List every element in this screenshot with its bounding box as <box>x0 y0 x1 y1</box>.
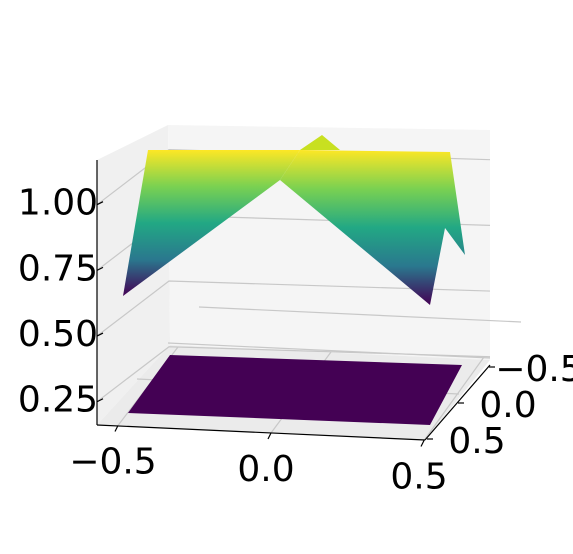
surface-peak <box>300 135 340 150</box>
y-tick-label: −0.5 <box>495 349 573 390</box>
z-tick <box>96 332 104 337</box>
y-axis <box>424 364 491 441</box>
x-tick-label: 0.0 <box>237 449 294 490</box>
z-tick-label: 1.00 <box>18 183 98 224</box>
grid-line <box>167 342 491 359</box>
z-tick <box>96 201 104 206</box>
z-tick-label: 0.75 <box>18 248 98 289</box>
grid-line <box>96 280 491 337</box>
x-tick <box>267 432 272 440</box>
z-tick <box>96 398 104 403</box>
y-tick-label: 0.5 <box>448 421 505 462</box>
grid <box>96 149 522 441</box>
y-tick-label: 0.0 <box>479 385 536 426</box>
x-tick <box>420 440 425 447</box>
surface-right <box>280 150 465 305</box>
x-tick-label: 0.5 <box>390 457 447 498</box>
surface-left <box>123 150 300 296</box>
grid-line <box>423 356 485 441</box>
x-tick <box>114 425 119 432</box>
grid-line <box>198 306 522 323</box>
x-axis <box>96 424 426 441</box>
x-tick-label: −0.5 <box>69 442 156 483</box>
z-tick-label: 0.25 <box>18 380 98 421</box>
surface-base <box>128 355 462 425</box>
z-tick <box>96 266 104 271</box>
z-tick-label: 0.50 <box>18 314 98 355</box>
